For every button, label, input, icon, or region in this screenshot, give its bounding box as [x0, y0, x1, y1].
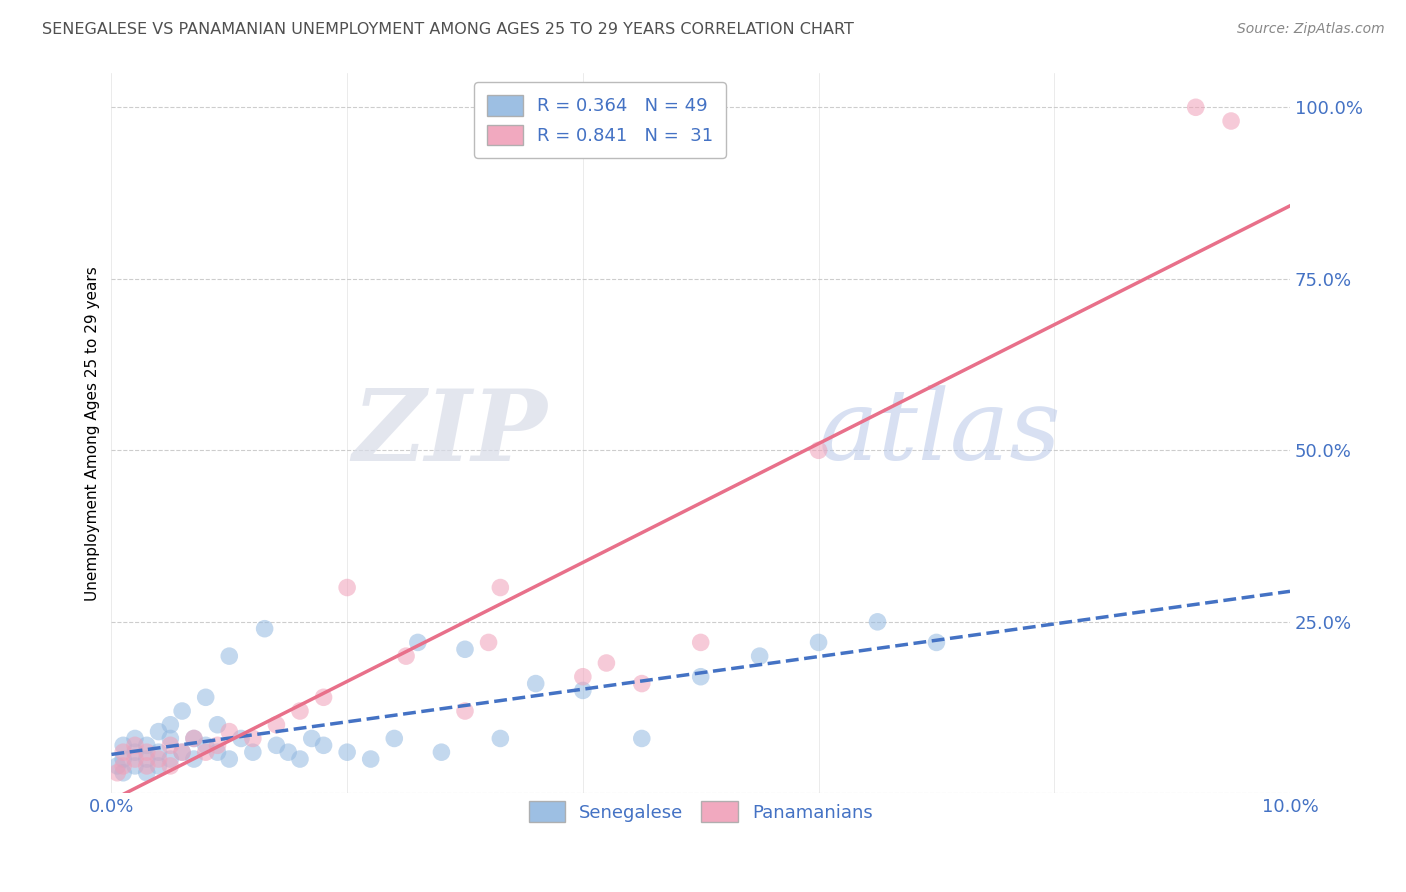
Point [172, 704, 194, 718]
Point [866, 615, 889, 629]
Point [748, 649, 770, 664]
Point [207, 717, 229, 731]
Point [242, 731, 264, 746]
Point [194, 745, 217, 759]
Point [266, 739, 288, 753]
Point [630, 676, 652, 690]
Point [336, 581, 359, 595]
Point [172, 745, 194, 759]
Point [489, 581, 512, 595]
Point [159, 739, 181, 753]
Point [135, 765, 157, 780]
Point [112, 765, 135, 780]
Point [477, 635, 499, 649]
Point [105, 765, 128, 780]
Point [572, 683, 595, 698]
Point [183, 731, 205, 746]
Point [159, 717, 181, 731]
Point [159, 759, 181, 773]
Point [194, 739, 217, 753]
Point [689, 635, 711, 649]
Point [112, 745, 135, 759]
Point [253, 622, 276, 636]
Point [124, 759, 146, 773]
Point [288, 752, 311, 766]
Point [218, 649, 240, 664]
Text: Source: ZipAtlas.com: Source: ZipAtlas.com [1237, 22, 1385, 37]
Point [124, 752, 146, 766]
Point [689, 670, 711, 684]
Point [312, 690, 335, 705]
Point [159, 752, 181, 766]
Point [135, 745, 157, 759]
Point [183, 731, 205, 746]
Point [360, 752, 382, 766]
Point [572, 670, 595, 684]
Point [172, 745, 194, 759]
Point [1184, 100, 1206, 114]
Point [630, 731, 652, 746]
Point [183, 752, 205, 766]
Point [135, 759, 157, 773]
Point [242, 745, 264, 759]
Point [454, 642, 477, 657]
Point [207, 745, 229, 759]
Point [312, 739, 335, 753]
Point [112, 739, 135, 753]
Y-axis label: Unemployment Among Ages 25 to 29 years: Unemployment Among Ages 25 to 29 years [86, 266, 100, 600]
Point [336, 745, 359, 759]
Point [207, 739, 229, 753]
Point [454, 704, 477, 718]
Point [807, 635, 830, 649]
Point [524, 676, 547, 690]
Point [218, 752, 240, 766]
Point [135, 739, 157, 753]
Point [135, 752, 157, 766]
Point [148, 724, 170, 739]
Legend: Senegalese, Panamanians: Senegalese, Panamanians [516, 789, 886, 835]
Point [382, 731, 405, 746]
Point [148, 752, 170, 766]
Point [105, 759, 128, 773]
Point [218, 724, 240, 739]
Point [277, 745, 299, 759]
Point [489, 731, 512, 746]
Point [395, 649, 418, 664]
Point [807, 443, 830, 458]
Point [112, 752, 135, 766]
Point [159, 731, 181, 746]
Point [229, 731, 252, 746]
Point [1220, 114, 1243, 128]
Text: ZIP: ZIP [353, 385, 547, 482]
Text: atlas: atlas [818, 385, 1062, 481]
Point [148, 745, 170, 759]
Point [430, 745, 453, 759]
Point [112, 759, 135, 773]
Point [124, 739, 146, 753]
Point [288, 704, 311, 718]
Text: SENEGALESE VS PANAMANIAN UNEMPLOYMENT AMONG AGES 25 TO 29 YEARS CORRELATION CHAR: SENEGALESE VS PANAMANIAN UNEMPLOYMENT AM… [42, 22, 853, 37]
Point [301, 731, 323, 746]
Point [925, 635, 948, 649]
Point [406, 635, 429, 649]
Point [148, 759, 170, 773]
Point [266, 717, 288, 731]
Point [194, 690, 217, 705]
Point [595, 656, 617, 670]
Point [124, 745, 146, 759]
Point [124, 731, 146, 746]
